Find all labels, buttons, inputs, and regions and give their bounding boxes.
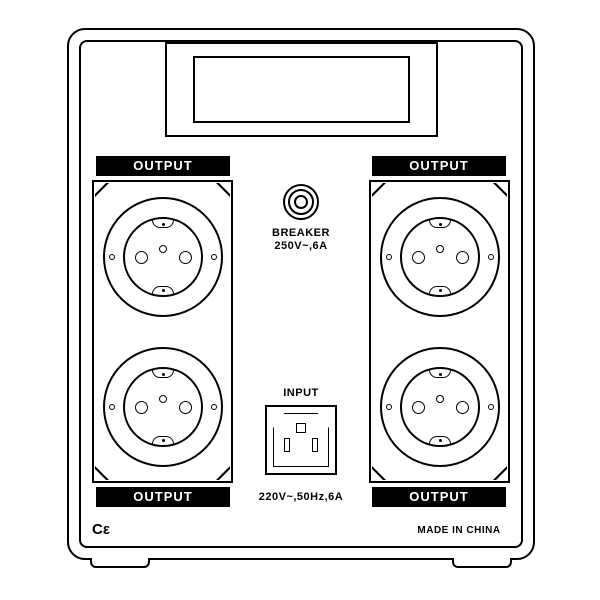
breaker-rating: 250V~,6A [256, 240, 346, 252]
output-label-top-right: OUTPUT [372, 156, 506, 176]
ce-mark-icon: Cε [92, 521, 110, 538]
output-label-bottom-right: OUTPUT [372, 487, 506, 507]
breaker-label: BREAKER [256, 227, 346, 239]
display-inner [193, 56, 410, 123]
output-label-top-left: OUTPUT [96, 156, 230, 176]
iec-pin-ground [296, 423, 306, 433]
iec-pin-left [284, 438, 290, 452]
iec-pin-right [312, 438, 318, 452]
device-foot-right [452, 558, 512, 568]
made-in-label: MADE IN CHINA [404, 525, 514, 536]
circuit-breaker-button [294, 195, 308, 209]
iec-inlet-shape [273, 413, 329, 467]
input-spec: 220V~,50Hz,6A [244, 491, 358, 503]
device-foot-left [90, 558, 150, 568]
output-label-bottom-left: OUTPUT [96, 487, 230, 507]
input-label: INPUT [266, 387, 336, 399]
